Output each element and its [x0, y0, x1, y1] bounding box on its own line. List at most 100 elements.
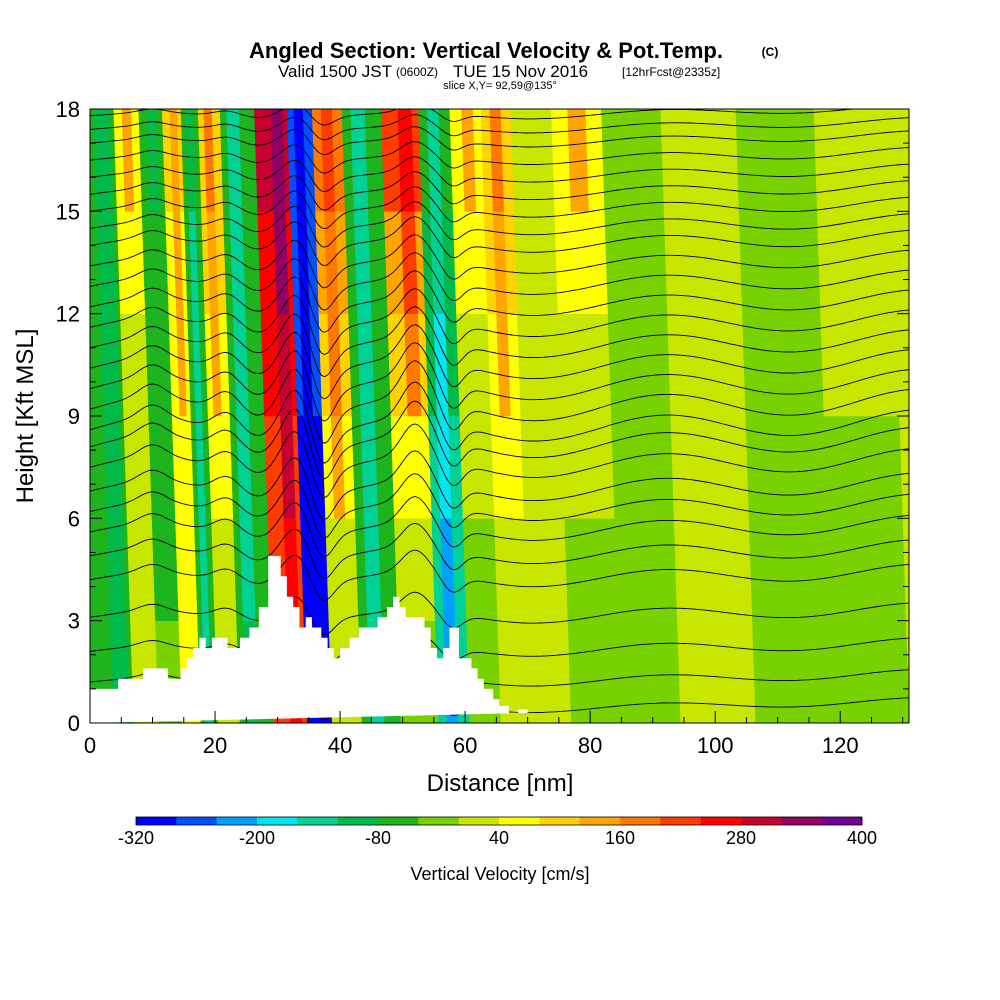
- velocity-band: [311, 109, 363, 723]
- velocity-cell: [151, 518, 180, 621]
- colorbar-swatch: [418, 817, 459, 825]
- terrain: [90, 555, 534, 723]
- velocity-band: [449, 109, 502, 723]
- valid-date: TUE 15 Nov 2016: [453, 62, 588, 81]
- velocity-cell: [116, 211, 146, 314]
- theta-contour: [90, 306, 909, 378]
- velocity-cell: [748, 518, 831, 621]
- velocity-cell: [390, 415, 433, 519]
- velocity-cell: [564, 518, 619, 621]
- velocity-cell: [171, 415, 195, 519]
- y-tick-label: 12: [56, 302, 80, 327]
- velocity-band: [90, 109, 135, 723]
- colorbar-swatch: [539, 817, 580, 825]
- vertical-velocity-field: [90, 109, 909, 723]
- valid-time-zulu: (0600Z): [396, 65, 438, 79]
- velocity-band: [813, 109, 909, 723]
- y-tick-label: 18: [56, 97, 80, 122]
- velocity-core-cell: [203, 109, 216, 212]
- velocity-cell: [494, 518, 528, 621]
- theta-contour: [90, 270, 909, 333]
- theta-contour: [90, 252, 909, 311]
- colorbar-tick-label: 280: [726, 828, 756, 848]
- velocity-core-cell: [169, 109, 181, 212]
- velocity-core-cell: [320, 109, 336, 212]
- velocity-core-cell: [103, 415, 123, 519]
- velocity-cell: [456, 313, 492, 417]
- velocity-cell: [517, 313, 562, 417]
- velocity-core-cell: [93, 109, 113, 212]
- theta-contour: [90, 156, 909, 193]
- velocity-cell: [670, 415, 750, 519]
- velocity-cell: [520, 415, 566, 519]
- valid-time-prefix: Valid 1500 JST: [278, 62, 392, 81]
- velocity-cell: [617, 620, 682, 723]
- colorbar-swatch: [176, 817, 217, 825]
- theta-contour: [90, 171, 909, 211]
- colorbar-tick-label: -320: [118, 828, 154, 848]
- velocity-band: [601, 109, 682, 723]
- colorbar-swatch: [499, 817, 540, 825]
- velocity-cell: [148, 415, 176, 519]
- y-tick-label: 0: [68, 711, 80, 736]
- colorbar-tick-label: 160: [605, 828, 635, 848]
- theta-contour: [90, 114, 909, 141]
- velocity-cell: [677, 620, 757, 723]
- velocity-cell: [745, 415, 828, 519]
- theta-contour: [90, 201, 909, 248]
- colorbar-tick-label: 40: [489, 828, 509, 848]
- velocity-cell: [490, 415, 525, 519]
- theta-contour: [90, 522, 909, 580]
- velocity-cell: [394, 518, 436, 621]
- x-tick-label: 60: [453, 733, 477, 758]
- x-tick-label: 100: [697, 733, 734, 758]
- theta-contour: [90, 109, 858, 126]
- x-tick-label: 120: [822, 733, 859, 758]
- velocity-cell: [126, 518, 156, 621]
- colorbar-swatch: [337, 817, 379, 825]
- colorbar-swatch: [741, 817, 782, 825]
- theta-contour: [90, 324, 909, 400]
- colorbar-swatch: [620, 817, 661, 825]
- colorbar-title: Vertical Velocity [cm/s]: [410, 864, 589, 884]
- velocity-core-cell: [489, 109, 504, 212]
- velocity-cell: [123, 415, 153, 519]
- velocity-band: [480, 109, 532, 723]
- x-axis-title: Distance [nm]: [427, 770, 574, 797]
- colorbar-swatch: [458, 817, 500, 825]
- theta-contour: [90, 423, 909, 499]
- velocity-cell: [459, 415, 495, 519]
- theta-contour: [90, 591, 909, 636]
- x-tick-label: 40: [328, 733, 352, 758]
- colorbar-swatch: [579, 817, 621, 825]
- velocity-cell: [452, 211, 489, 314]
- velocity-cell: [211, 518, 238, 621]
- y-axis-title: Height [Kft MSL]: [12, 329, 39, 504]
- colorbar-swatch: [297, 817, 338, 825]
- velocity-cell: [752, 620, 835, 723]
- velocity-cell: [830, 620, 909, 723]
- velocity-cell: [557, 313, 612, 417]
- potential-temperature-contours: [90, 109, 909, 720]
- colorbar-tick-label: 400: [847, 828, 877, 848]
- x-tick-label: 80: [578, 733, 602, 758]
- theta-contour: [90, 216, 909, 267]
- velocity-core-cell: [461, 109, 477, 212]
- slice-label: slice X,Y= 92,59@135°: [443, 80, 557, 92]
- velocity-cell: [527, 620, 572, 723]
- colorbar-swatch: [700, 817, 742, 825]
- chart-title-tag: (C): [762, 45, 779, 59]
- theta-contour: [90, 360, 909, 444]
- colorbar-frame: [135, 816, 863, 826]
- velocity-core-cell: [567, 109, 589, 212]
- velocity-core-cell: [106, 518, 126, 621]
- velocity-cell: [523, 518, 569, 621]
- colorbar-swatch: [660, 817, 701, 825]
- velocity-cell: [673, 518, 753, 621]
- theta-contour: [90, 400, 909, 480]
- velocity-cell: [735, 109, 818, 212]
- colorbar-swatch: [781, 817, 822, 825]
- colorbar-swatch: [136, 817, 177, 825]
- chart-title: Angled Section: Vertical Velocity & Pot.…: [249, 38, 723, 63]
